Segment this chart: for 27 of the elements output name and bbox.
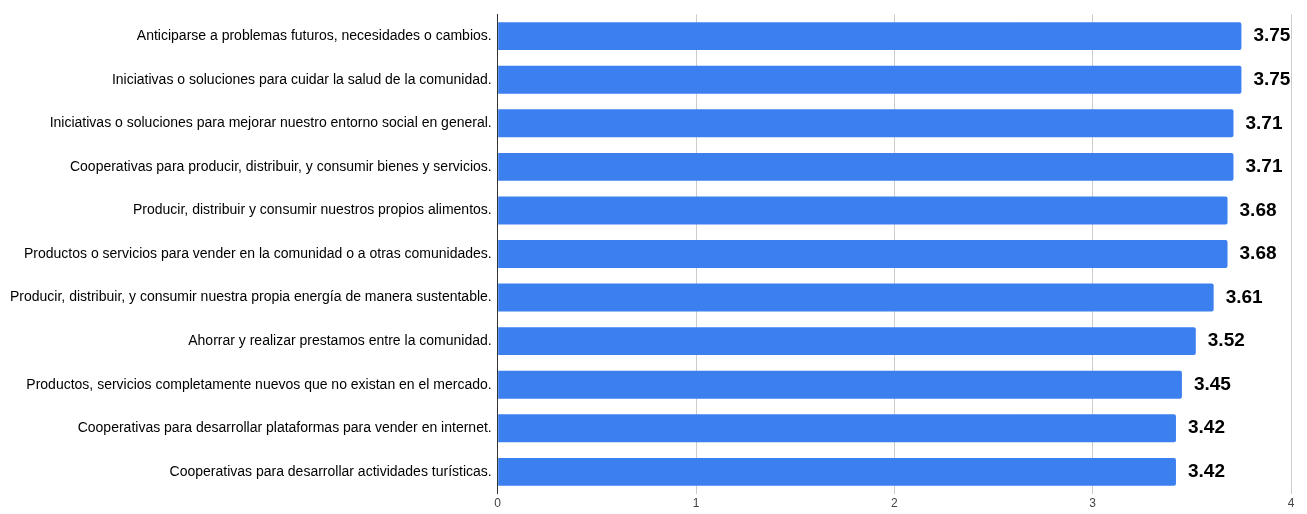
y-tick-label: Iniciativas o soluciones para mejorar nuestro entorno social en general. <box>49 114 492 131</box>
y-tick-label: Productos, servicios completamente nuevos que no existan en el mercado. <box>26 375 492 392</box>
x-tick-label: 1 <box>692 496 700 511</box>
y-tick-label: Producir, distribuir, y consumir nuestra propia energía de manera sustentable. <box>10 288 492 305</box>
data-label: 3.45 <box>1193 372 1232 394</box>
data-label: 3.68 <box>1239 198 1277 220</box>
y-tick-label: Anticiparse a problemas futuros, necesidades o cambios. <box>136 27 492 44</box>
x-tick-label: 3 <box>1089 496 1097 511</box>
data-label: 3.71 <box>1245 155 1283 177</box>
x-tick-label: 2 <box>891 496 899 511</box>
y-tick-label: Cooperativas para producir, distribuir, y consumir bienes y servicios. <box>69 157 492 174</box>
data-label: 3.68 <box>1239 242 1277 264</box>
data-label: 3.42 <box>1187 460 1225 482</box>
y-tick-label: Cooperativas para desarrollar plataformas para vender en internet. <box>77 419 492 436</box>
x-tick-label: 4 <box>1287 496 1295 511</box>
y-tick-label: Iniciativas o soluciones para cuidar la salud de la comunidad. <box>111 70 492 87</box>
data-label: 3.52 <box>1207 329 1245 351</box>
x-tick-label: 0 <box>494 496 502 511</box>
data-label: 3.71 <box>1245 111 1283 133</box>
data-label: 3.75 <box>1253 67 1291 89</box>
y-tick-label: Ahorrar y realizar prestamos entre la comunidad. <box>188 331 492 348</box>
data-label: 3.75 <box>1253 24 1291 46</box>
y-tick-label: Productos o servicios para vender en la comunidad o a otras comunidades. <box>23 244 492 261</box>
data-label: 3.61 <box>1225 285 1264 307</box>
data-label: 3.42 <box>1187 416 1225 438</box>
y-tick-label: Producir, distribuir y consumir nuestros propios alimentos. <box>133 201 492 218</box>
y-tick-label: Cooperativas para desarrollar actividades turísticas. <box>169 462 492 479</box>
